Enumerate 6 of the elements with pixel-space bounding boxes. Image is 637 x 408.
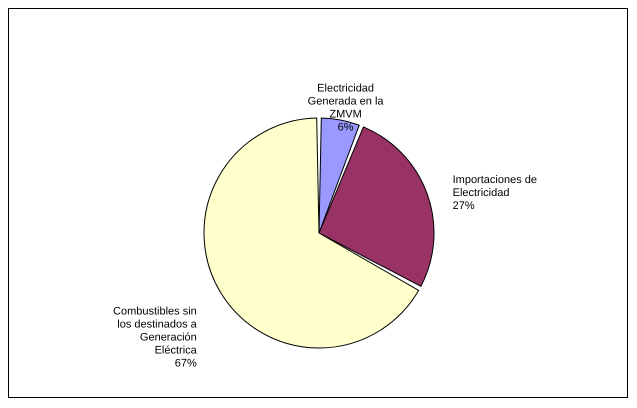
- data-label: 27%: [452, 200, 475, 212]
- slice-label: Electricidad Generada en la ZMVM: [308, 82, 384, 121]
- slice-label: Combustibles sin los destinados a Generación Eléctrica: [113, 305, 198, 356]
- data-label: 6%: [338, 122, 354, 134]
- slice-label: Importaciones de Electricidad: [452, 174, 537, 199]
- data-label: 67%: [174, 357, 197, 370]
